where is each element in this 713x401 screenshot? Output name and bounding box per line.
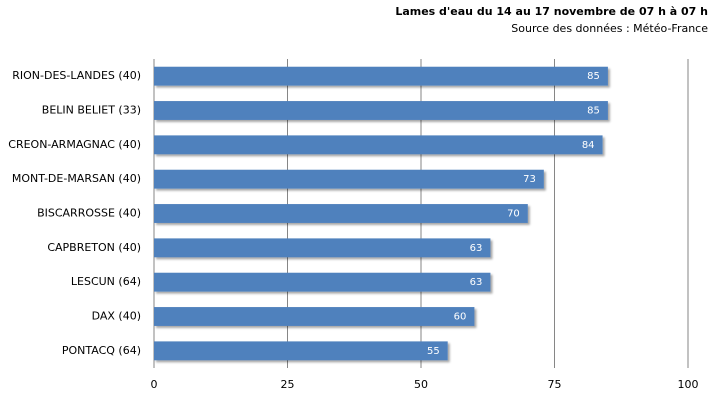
bar bbox=[154, 307, 475, 326]
y-tick-label: CAPBRETON (40) bbox=[47, 241, 141, 254]
bar bbox=[154, 238, 491, 258]
bar bbox=[154, 169, 544, 189]
x-tick-label: 100 bbox=[678, 378, 699, 391]
value-label: 73 bbox=[523, 174, 536, 185]
value-label: 55 bbox=[427, 346, 440, 357]
y-tick-label: BELIN BELIET (33) bbox=[42, 104, 141, 117]
y-tick-label: BISCARROSSE (40) bbox=[37, 207, 141, 220]
chart-subtitle: Source des données : Météo-France bbox=[511, 22, 708, 35]
value-label: 63 bbox=[470, 243, 483, 254]
y-tick-label: DAX (40) bbox=[92, 310, 141, 323]
y-tick-label: RION-DES-LANDES (40) bbox=[12, 69, 141, 82]
chart-title: Lames d'eau du 14 au 17 novembre de 07 h… bbox=[395, 5, 708, 18]
bar bbox=[154, 204, 528, 223]
value-label: 70 bbox=[507, 209, 520, 220]
bar bbox=[154, 101, 608, 120]
x-tick-label: 25 bbox=[281, 378, 295, 391]
y-tick-label: MONT-DE-MARSAN (40) bbox=[12, 172, 141, 185]
bar bbox=[154, 135, 603, 155]
value-label: 84 bbox=[582, 140, 595, 151]
x-tick-label: 50 bbox=[414, 378, 428, 391]
bar bbox=[154, 341, 448, 361]
value-label: 63 bbox=[470, 277, 483, 288]
bar bbox=[154, 272, 491, 292]
y-tick-label: LESCUN (64) bbox=[71, 275, 141, 288]
y-tick-label: CREON-ARMAGNAC (40) bbox=[8, 138, 141, 151]
value-label: 85 bbox=[587, 71, 600, 82]
value-label: 60 bbox=[454, 312, 467, 323]
bar bbox=[154, 66, 608, 86]
y-tick-label: PONTACQ (64) bbox=[62, 344, 141, 357]
x-tick-label: 0 bbox=[151, 378, 158, 391]
x-tick-label: 75 bbox=[548, 378, 562, 391]
value-label: 85 bbox=[587, 106, 600, 117]
